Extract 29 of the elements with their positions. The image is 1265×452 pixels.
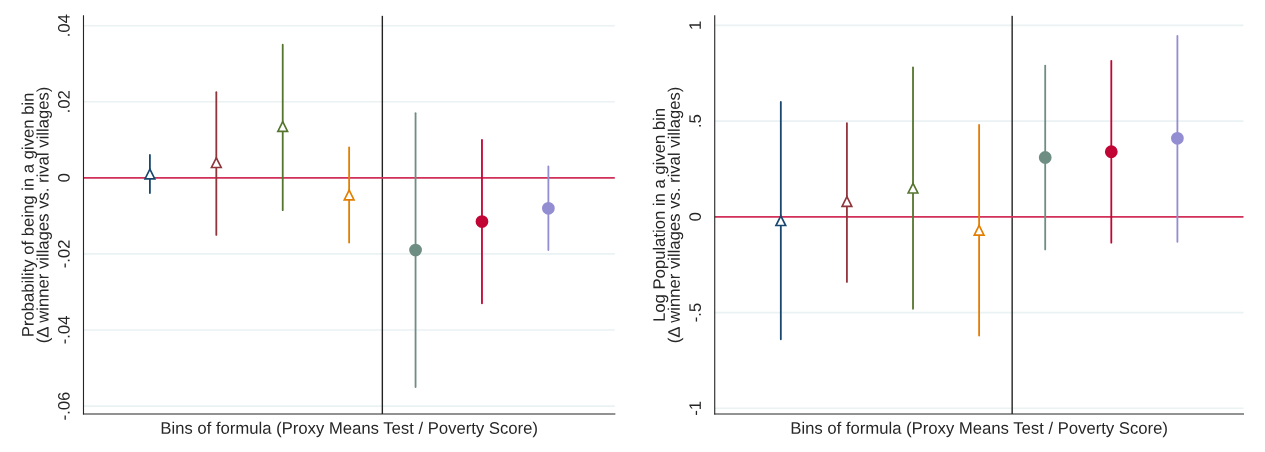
point — [841, 195, 853, 208]
x-axis-title: Bins of formula (Proxy Means Test / Poverty Score) — [161, 421, 537, 438]
point — [409, 243, 422, 257]
y-axis-title: Log Population in a given bin (Δ winner villages vs. rival villages) — [652, 87, 684, 343]
x-axis-title: Bins of formula (Proxy Means Test / Poverty Score) — [791, 421, 1167, 438]
y-tick-label: .5 — [689, 114, 702, 127]
point — [1038, 151, 1052, 164]
y-tick-label: .04 — [57, 14, 70, 36]
y-axis-title: Probability of being in a given bin (Δ winner villages vs. rival villages) — [21, 87, 52, 343]
point — [907, 182, 919, 194]
y-tick-label: 0 — [57, 173, 70, 182]
point — [973, 224, 985, 236]
point — [475, 215, 489, 228]
point — [144, 168, 156, 180]
y-tick-label: -1 — [689, 401, 701, 415]
y-tick-label: -.04 — [57, 316, 70, 344]
y-tick-label: 0 — [689, 212, 702, 221]
point — [277, 120, 289, 133]
point — [210, 156, 223, 169]
point — [343, 189, 355, 201]
point — [1104, 145, 1118, 159]
point — [541, 201, 555, 215]
y-tick-label: -.06 — [57, 392, 70, 420]
y-tick-label: 1 — [689, 21, 701, 29]
point — [775, 214, 787, 227]
point — [1171, 131, 1184, 145]
y-tick-label: -.02 — [57, 240, 70, 268]
y-tick-label: .02 — [57, 91, 70, 112]
y-tick-label: -.5 — [689, 303, 702, 322]
